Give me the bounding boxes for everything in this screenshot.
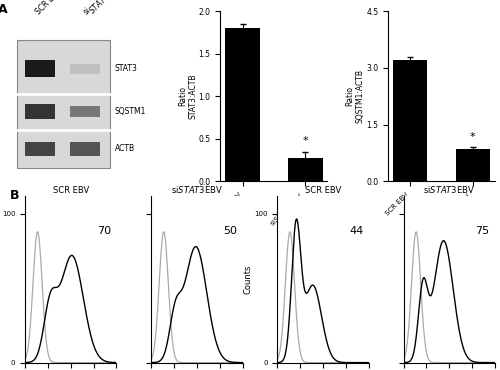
Bar [70, 105, 100, 117]
Text: ACTB: ACTB [115, 144, 135, 154]
Text: 75: 75 [476, 226, 490, 236]
Text: SCR EBV: SCR EBV [34, 0, 63, 16]
Title: si$\mathit{STAT3}$EBV: si$\mathit{STAT3}$EBV [171, 184, 223, 195]
Text: $\mathit{STAT3}$EBV: $\mathit{STAT3}$EBV [86, 0, 123, 16]
Bar [393, 60, 428, 181]
Y-axis label: Counts: Counts [244, 265, 253, 294]
Text: 50: 50 [223, 226, 237, 236]
Text: 70: 70 [97, 226, 111, 236]
Text: B: B [10, 189, 20, 202]
Title: si$\mathit{STAT3}$EBV: si$\mathit{STAT3}$EBV [424, 184, 476, 195]
Text: *: * [470, 132, 476, 142]
Title: SCR EBV: SCR EBV [305, 186, 341, 195]
Text: SQSTM1: SQSTM1 [115, 107, 146, 116]
Y-axis label: Ratio
STAT3:ACTB: Ratio STAT3:ACTB [178, 74, 197, 119]
Bar [288, 158, 322, 181]
Bar [18, 40, 110, 168]
Bar [456, 149, 490, 181]
Text: si: si [82, 6, 92, 16]
Text: STAT3: STAT3 [115, 64, 138, 74]
Title: SCR EBV: SCR EBV [52, 186, 89, 195]
Text: A: A [0, 3, 8, 16]
Bar [25, 60, 55, 77]
Bar [25, 142, 55, 156]
Bar [70, 142, 100, 156]
Text: *: * [302, 135, 308, 145]
Text: 44: 44 [349, 226, 364, 236]
Bar [25, 104, 55, 119]
Y-axis label: Ratio
SQSTM1:ACTB: Ratio SQSTM1:ACTB [346, 69, 365, 123]
Bar [226, 28, 260, 181]
Bar [70, 64, 100, 74]
